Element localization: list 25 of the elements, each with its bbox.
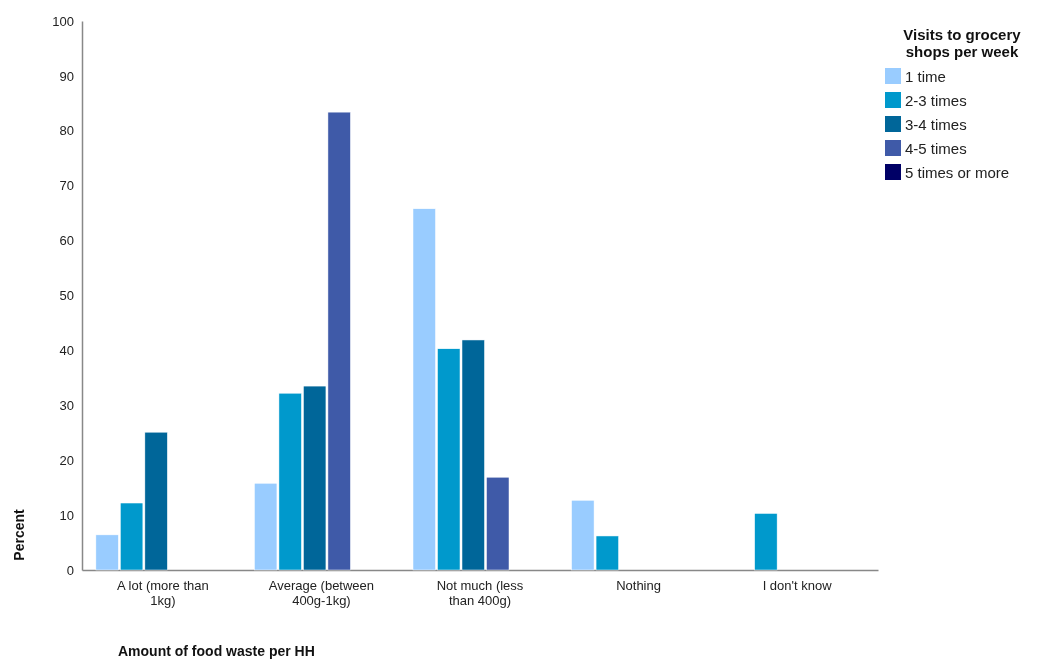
x-tick-label: A lot (more than 1kg) [116,578,209,608]
x-axis-title: Amount of food waste per HH [118,643,315,659]
y-axis-title: Percent [11,508,27,561]
legend-label: 1 time [905,68,946,85]
y-tick-label: 100 [52,13,74,29]
y-tick-label: 70 [59,178,74,194]
legend-label: 2-3 times [905,92,967,109]
bar [754,513,778,571]
x-tick-label: I don't know [762,578,833,593]
y-tick-label: 80 [59,123,74,139]
y-tick-label: 0 [66,562,74,578]
y-tick-label: 30 [59,397,74,413]
x-tick-label: Average (between 400g-1kg) [268,578,375,608]
legend-label: 4-5 times [905,140,967,157]
y-tick-label: 50 [59,288,74,304]
legend-title: Visits to grocery shops per week [903,26,1022,60]
x-tick-label: Not much (less than 400g) [436,578,524,608]
legend-label: 3-4 times [905,116,967,133]
y-tick-label: 10 [59,507,74,523]
y-tick-label: 20 [59,452,74,468]
y-tick-label: 40 [59,343,74,359]
y-tick-label: 60 [59,233,74,249]
y-tick-label: 90 [59,68,74,84]
x-tick-label: Nothing [616,578,661,593]
legend-label: 5 times or more [905,164,1010,181]
